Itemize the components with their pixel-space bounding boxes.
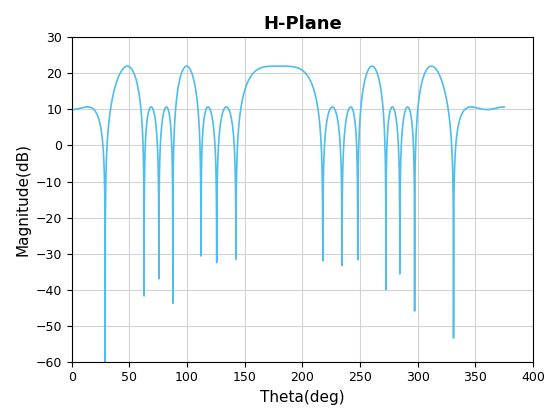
- Y-axis label: Magnitude(dB): Magnitude(dB): [15, 143, 30, 256]
- Title: H-Plane: H-Plane: [263, 15, 342, 33]
- X-axis label: Theta(deg): Theta(deg): [260, 390, 345, 405]
